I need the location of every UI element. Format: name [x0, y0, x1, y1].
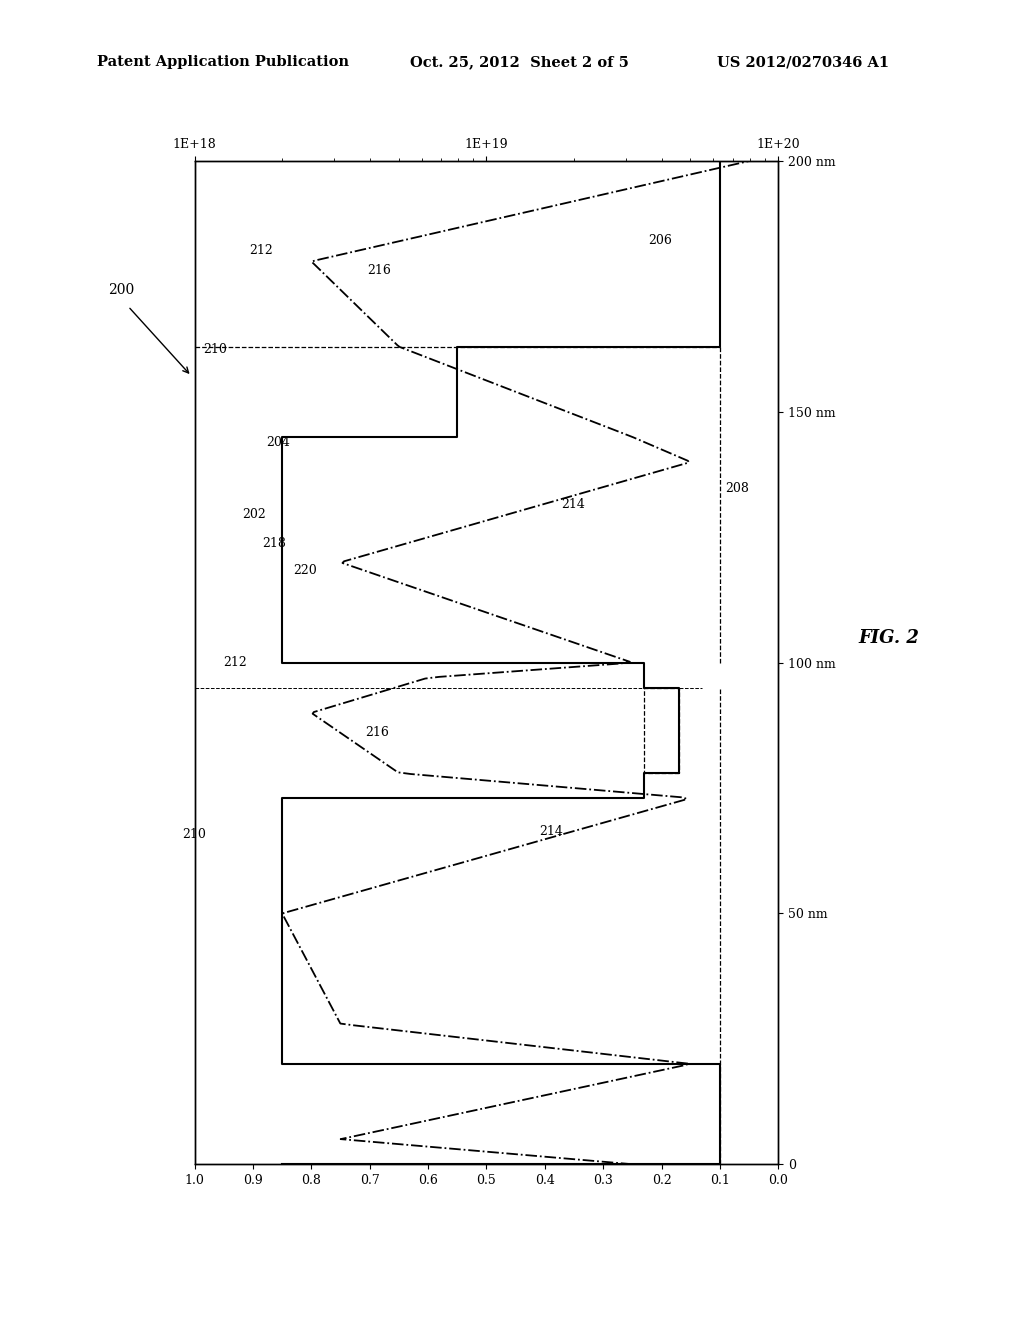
Text: US 2012/0270346 A1: US 2012/0270346 A1 — [717, 55, 889, 70]
Text: 208: 208 — [725, 482, 750, 495]
Text: Oct. 25, 2012  Sheet 2 of 5: Oct. 25, 2012 Sheet 2 of 5 — [410, 55, 629, 70]
Text: 202: 202 — [242, 508, 266, 521]
Text: 220: 220 — [293, 564, 317, 577]
Text: 218: 218 — [262, 537, 287, 550]
Text: 204: 204 — [266, 436, 291, 449]
Text: Patent Application Publication: Patent Application Publication — [97, 55, 349, 70]
Text: 210: 210 — [203, 343, 227, 356]
Text: 216: 216 — [365, 726, 389, 739]
Text: 210: 210 — [182, 828, 207, 841]
Text: 216: 216 — [367, 264, 391, 277]
Text: 200: 200 — [108, 284, 134, 297]
Text: 206: 206 — [648, 234, 673, 247]
Text: 212: 212 — [249, 244, 273, 257]
Text: 214: 214 — [539, 825, 563, 838]
Text: FIG. 2: FIG. 2 — [858, 628, 919, 647]
Text: 212: 212 — [223, 656, 248, 669]
Text: 214: 214 — [561, 498, 586, 511]
